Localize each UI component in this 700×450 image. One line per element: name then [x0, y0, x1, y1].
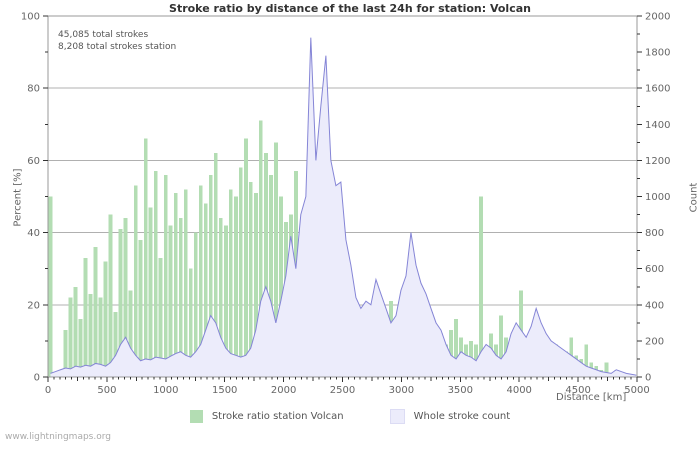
- axis-tick-label: 0: [34, 373, 40, 384]
- axis-tick-label: 800: [645, 228, 664, 239]
- chart-legend: Stroke ratio station Volcan Whole stroke…: [0, 409, 700, 424]
- annotation-total-strokes: 45,085 total strokes: [58, 30, 149, 40]
- axis-tick-label: 1600: [645, 84, 670, 95]
- y-axis-label-right: Count: [688, 182, 700, 213]
- x-axis-label: Distance [km]: [556, 392, 627, 403]
- axis-tick-label: 1200: [645, 156, 670, 167]
- axis-tick-label: 60: [27, 156, 40, 167]
- axis-tick-label: 1500: [212, 385, 237, 396]
- axis-tick-label: 0: [45, 385, 51, 396]
- axis-tick-label: 2000: [645, 12, 670, 23]
- watermark: www.lightningmaps.org: [5, 432, 111, 442]
- axis-tick-label: 40: [27, 228, 40, 239]
- axis-tick-label: 1000: [153, 385, 178, 396]
- axis-tick-label: 80: [27, 84, 40, 95]
- axis-tick-label: 3000: [389, 385, 414, 396]
- axis-tick-label: 600: [645, 264, 664, 275]
- axis-tick-label: 1000: [645, 192, 670, 203]
- axis-tick-label: 2500: [330, 385, 355, 396]
- axis-tick-label: 3500: [448, 385, 473, 396]
- legend-item-stroke-ratio: Stroke ratio station Volcan: [189, 410, 344, 423]
- axis-tick-label: 20: [27, 300, 40, 311]
- legend-swatch-green: [189, 410, 203, 423]
- legend-label-stroke-ratio: Stroke ratio station Volcan: [211, 411, 344, 422]
- axis-tick-label: 2000: [271, 385, 296, 396]
- axis-tick-label: 5000: [624, 385, 649, 396]
- axis-tick-label: 200: [645, 336, 664, 347]
- axis-tick-label: 100: [21, 12, 40, 23]
- axis-tick-label: 500: [97, 385, 116, 396]
- chart-title: Stroke ratio by distance of the last 24h…: [169, 2, 531, 15]
- axis-tick-label: 400: [645, 300, 664, 311]
- y-axis-label-left: Percent [%]: [12, 168, 24, 227]
- legend-item-whole-stroke-count: Whole stroke count: [389, 409, 511, 424]
- area-series-whole-stroke-count: [50, 37, 637, 377]
- axis-tick-label: 4000: [506, 385, 531, 396]
- axis-tick-label: 0: [645, 373, 651, 384]
- annotation-total-strokes-station: 8,208 total strokes station: [58, 42, 177, 52]
- axis-tick-label: 1800: [645, 48, 670, 59]
- axis-tick-label: 4500: [565, 385, 590, 396]
- legend-label-whole-stroke-count: Whole stroke count: [413, 411, 511, 422]
- axis-tick-label: 1400: [645, 120, 670, 131]
- legend-swatch-lavender: [389, 409, 405, 424]
